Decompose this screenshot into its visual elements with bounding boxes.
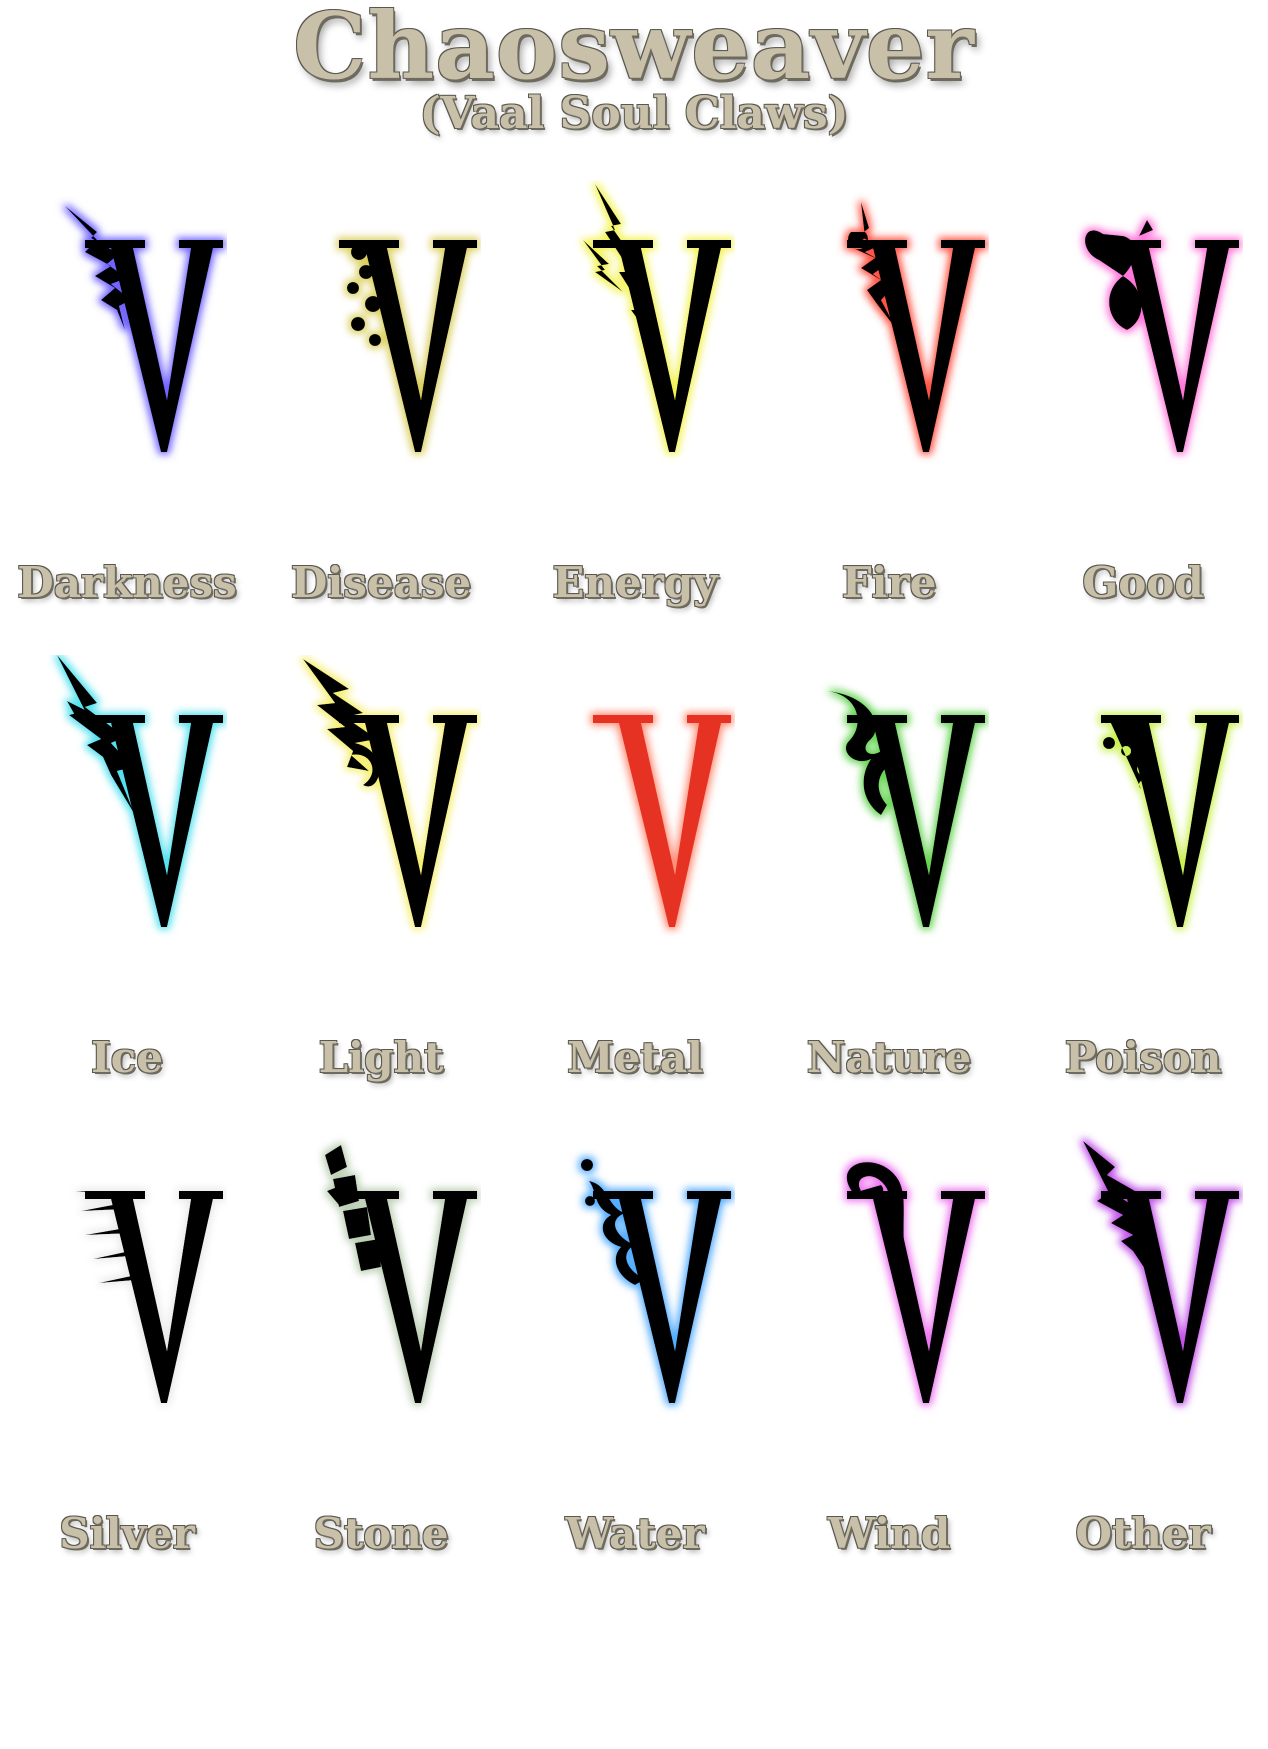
symbol-label: Nature [806, 1033, 972, 1082]
symbol-cell: Other [1016, 1131, 1268, 1651]
claw-v-good-icon [1085, 220, 1239, 452]
symbol-label: Wind [827, 1509, 951, 1558]
symbol-cell: Wind [762, 1131, 1016, 1651]
claw-v-water-icon [581, 1159, 731, 1403]
claw-v-wind-icon [846, 1162, 985, 1403]
claw-v-disease-icon [339, 240, 477, 452]
symbol-cell: Fire [762, 180, 1016, 700]
claw-v-light-icon [303, 659, 477, 927]
symbol-label: Good [1082, 558, 1204, 607]
symbol-label: Darkness [17, 558, 237, 607]
claw-v-poison-icon [1101, 715, 1239, 927]
symbol-cell: Good [1016, 180, 1268, 700]
claw-v-fire-icon [847, 202, 985, 452]
symbol-cell: Water [508, 1131, 762, 1651]
symbol-label: Ice [91, 1033, 163, 1082]
claw-v-darkness-icon [65, 206, 223, 452]
symbol-label: Metal [567, 1033, 703, 1082]
symbol-cell: Poison [1016, 655, 1268, 1175]
symbol-cell: Disease [254, 180, 508, 700]
page-subtitle: (Vaal Soul Claws) [419, 88, 849, 139]
symbol-label: Fire [841, 558, 937, 607]
symbol-label: Other [1075, 1509, 1211, 1558]
symbol-label: Disease [290, 558, 472, 607]
symbol-cell: Ice [0, 655, 254, 1175]
symbol-cell: Light [254, 655, 508, 1175]
claw-v-stone-icon [325, 1145, 477, 1403]
claw-v-silver-icon [75, 1191, 223, 1403]
symbol-cell: Silver [0, 1131, 254, 1651]
claw-v-energy-icon [583, 184, 731, 452]
claw-v-other-icon [1083, 1141, 1239, 1403]
symbol-cell: Nature [762, 655, 1016, 1175]
claw-v-nature-icon [827, 691, 985, 927]
symbol-cell: Energy [508, 180, 762, 700]
symbol-label: Light [318, 1033, 444, 1082]
symbol-label: Water [565, 1509, 705, 1558]
symbol-label: Stone [313, 1509, 449, 1558]
symbol-cell: Darkness [0, 180, 254, 700]
symbol-label: Silver [59, 1509, 195, 1558]
claw-v-ice-icon [57, 655, 223, 927]
symbol-cell: Metal [508, 655, 762, 1175]
symbol-label: Energy [552, 558, 718, 607]
claw-v-metal-icon [593, 715, 731, 927]
symbol-label: Poison [1064, 1033, 1222, 1082]
symbol-cell: Stone [254, 1131, 508, 1651]
page-title: Chaosweaver [293, 0, 975, 100]
